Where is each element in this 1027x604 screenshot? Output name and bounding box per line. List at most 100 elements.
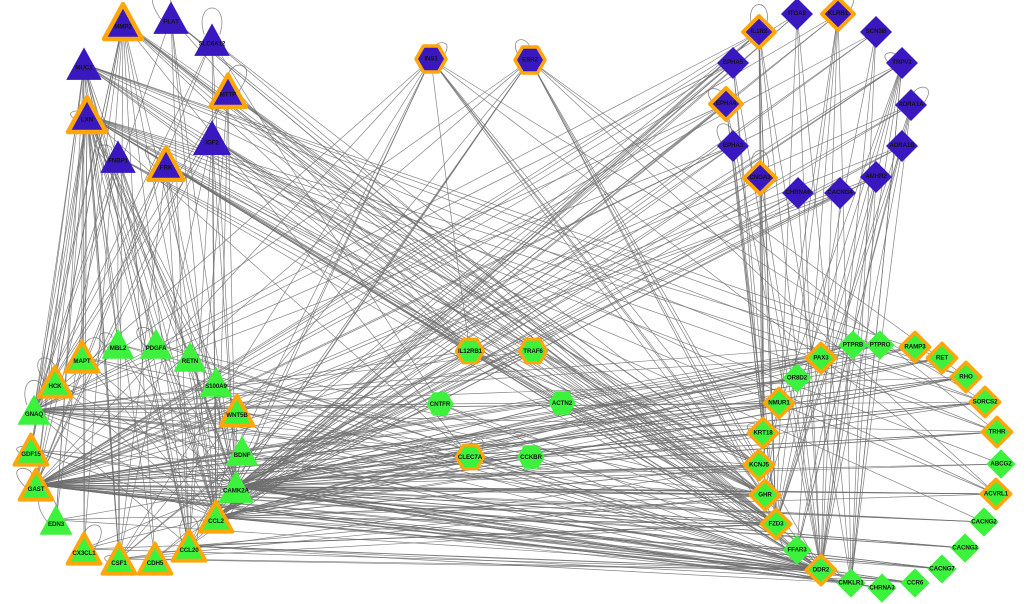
graph-node-gdf15[interactable]: GDF15 — [13, 432, 48, 467]
node-shape-diamond — [886, 47, 918, 79]
graph-node-wnt5b[interactable]: WNT5B — [219, 393, 254, 428]
graph-node-igf2[interactable]: IGF2 — [192, 118, 233, 159]
node-shape-diamond — [927, 554, 956, 583]
graph-node-nmur1[interactable]: NMUR1 — [763, 387, 795, 419]
graph-node-epha5[interactable]: EPHA5 — [716, 46, 751, 81]
graph-node-actn2[interactable]: ACTN2 — [548, 389, 577, 418]
node-shape-diamond — [717, 130, 749, 162]
node-shape-triangle — [226, 436, 259, 466]
node-shape-diamond — [867, 573, 896, 602]
graph-node-cacng4[interactable]: CACNG4 — [823, 176, 858, 211]
graph-node-abcg2[interactable]: ABCG2 — [985, 448, 1017, 480]
node-shape-triangle — [221, 396, 254, 426]
graph-node-ddr2[interactable]: DDR2 — [805, 554, 837, 586]
graph-node-trhr[interactable]: TRHR — [981, 416, 1013, 448]
node-shape-triangle — [68, 534, 101, 564]
node-shape-diamond — [986, 449, 1015, 478]
graph-node-cmklr1[interactable]: CMKLR1 — [835, 567, 867, 599]
node-shape-diamond — [900, 568, 929, 597]
node-shape-triangle — [140, 329, 173, 359]
graph-node-klrb1[interactable]: KLRB1 — [821, 0, 856, 31]
node-shape-diamond — [743, 16, 775, 48]
node-shape-triangle — [218, 470, 254, 503]
graph-node-cx3cl1[interactable]: CX3CL1 — [66, 531, 101, 566]
node-shape-diamond — [970, 387, 999, 416]
graph-node-ccl20[interactable]: CCL20 — [171, 528, 206, 563]
node-shape-triangle — [153, 1, 189, 34]
graph-node-ccr6[interactable]: CCR6 — [899, 567, 931, 599]
graph-node-gast[interactable]: GAST — [18, 467, 53, 502]
graph-node-muc1[interactable]: MUC1 — [65, 45, 103, 83]
graph-node-kcnj5[interactable]: KCNJ5 — [743, 449, 775, 481]
graph-node-cdh5[interactable]: CDH5 — [137, 541, 172, 576]
node-shape-diamond — [744, 162, 776, 194]
graph-node-trpv1[interactable]: TRPV1 — [885, 46, 920, 81]
node-shape-diamond — [806, 555, 835, 584]
graph-node-ins1[interactable]: INS1 — [415, 43, 447, 75]
node-shape-diamond — [895, 89, 927, 121]
node-shape-triangle — [102, 329, 135, 359]
node-shape-diamond — [748, 418, 777, 447]
graph-node-epha4[interactable]: EPHA4 — [709, 87, 744, 122]
node-shape-diamond — [781, 0, 813, 30]
node-shape-triangle — [68, 97, 106, 132]
graph-node-bdnf[interactable]: BDNF — [224, 433, 259, 468]
graph-node-frk[interactable]: FRK — [147, 145, 185, 183]
node-shape-triangle — [139, 544, 172, 574]
node-shape-triangle — [100, 140, 136, 173]
node-shape-diamond — [886, 130, 918, 162]
node-shape-diamond — [717, 47, 749, 79]
graph-node-chrna3[interactable]: CHRNA3 — [866, 572, 898, 604]
graph-node-itga8[interactable]: ITGA8 — [780, 0, 815, 31]
node-shape-triangle — [103, 544, 136, 574]
graph-node-mttp[interactable]: MTTP — [209, 72, 247, 110]
graph-node-mbl2[interactable]: MBL2 — [100, 326, 135, 361]
graph-node-il1r2[interactable]: IL1R2 — [742, 15, 777, 50]
graph-node-cckbr[interactable]: CCKBR — [517, 443, 546, 472]
graph-node-cnga3[interactable]: CNGA3 — [743, 161, 778, 196]
graph-node-fnbp1[interactable]: FNBP1 — [99, 138, 137, 176]
graph-node-adra1b[interactable]: ADRA1B — [885, 129, 920, 164]
node-shape-triangle — [193, 120, 231, 155]
node-shape-hexagon — [517, 445, 544, 469]
graph-node-amhr2[interactable]: AMHR2 — [859, 160, 894, 195]
node-shape-hexagon — [548, 391, 575, 415]
node-shape-hexagon — [416, 46, 446, 72]
node-shape-triangle — [40, 505, 73, 535]
node-shape-diamond — [822, 0, 854, 30]
graph-node-sorcs2[interactable]: SORCS2 — [969, 386, 1001, 418]
graph-node-epha3[interactable]: EPHA3 — [716, 129, 751, 164]
node-shape-triangle — [15, 435, 48, 465]
graph-node-cntfr[interactable]: CNTFR — [426, 390, 455, 419]
node-shape-diamond — [764, 388, 793, 417]
node-shape-triangle — [104, 4, 142, 39]
graph-node-esr2[interactable]: ESR2 — [514, 44, 546, 76]
graph-node-krt18[interactable]: KRT18 — [747, 417, 779, 449]
graph-node-csf1[interactable]: CSF1 — [101, 541, 136, 576]
node-shape-diamond — [824, 177, 856, 209]
node-shape-hexagon — [426, 392, 453, 416]
graph-node-clec7a[interactable]: CLEC7A — [456, 443, 485, 472]
graph-node-gnaq[interactable]: GNAQ — [16, 392, 51, 427]
node-shape-triangle — [200, 502, 233, 532]
graph-node-scn3b[interactable]: SCN3B — [859, 15, 894, 50]
graph-node-plat[interactable]: PLAT — [152, 0, 190, 37]
graph-node-ptpro[interactable]: PTPRO — [864, 329, 896, 361]
node-shape-hexagon — [515, 47, 545, 73]
node-shape-diamond — [750, 480, 779, 509]
graph-node-traf6[interactable]: TRAF6 — [519, 337, 548, 366]
graph-node-il12rb1[interactable]: IL12RB1 — [456, 337, 485, 366]
graph-node-chrna6[interactable]: CHRNA6 — [781, 176, 816, 211]
graph-node-slc6a12[interactable]: SLC6A12 — [193, 21, 231, 59]
node-shape-hexagon — [519, 339, 546, 363]
graph-node-lxn[interactable]: LXN — [67, 95, 108, 136]
node-shape-diamond — [860, 16, 892, 48]
node-shape-triangle — [20, 470, 53, 500]
node-shape-triangle — [200, 367, 233, 397]
graph-node-pdgfa[interactable]: PDGFA — [138, 326, 173, 361]
graph-node-mmp2[interactable]: MMP2 — [103, 2, 144, 43]
graph-node-adra1a[interactable]: ADRA1A — [894, 88, 929, 123]
node-shape-diamond — [982, 417, 1011, 446]
node-shape-hexagon — [456, 445, 483, 469]
graph-node-ghr[interactable]: GHR — [749, 479, 781, 511]
